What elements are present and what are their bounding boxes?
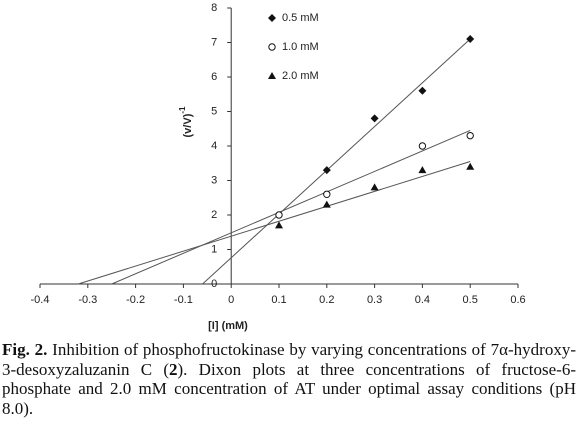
legend-label: 0.5 mM: [282, 12, 319, 24]
data-point: [418, 142, 427, 150]
y-label-main: (v/V): [182, 113, 194, 137]
x-tick-label: -0.4: [31, 294, 50, 306]
x-tick-label: 0.5: [463, 294, 478, 306]
data-point: [418, 166, 427, 174]
data-point: [323, 190, 331, 199]
x-axis-label: [I] (mM): [208, 320, 248, 332]
x-tick-label: 0.1: [271, 294, 286, 306]
caption-label: Fig. 2.: [2, 340, 48, 359]
chart: [I] (mM) (v/V)-1 -0.4 -0.3 -0.2 -0.1 0 0.1 0.2…: [31, 2, 526, 332]
y-axis-label: (v/V)-1: [178, 106, 194, 138]
y-tick-label: 4: [211, 140, 217, 152]
caption-compound: 2: [169, 359, 178, 379]
x-tick-label: 0: [228, 294, 234, 306]
legend-marker: [268, 43, 276, 51]
y-tick-label: 5: [211, 105, 217, 117]
y-tick-label: 7: [211, 36, 217, 48]
x-tick-label: -0.3: [78, 294, 97, 306]
x-tick-label: -0.1: [174, 294, 193, 306]
data-point: [418, 86, 427, 95]
y-label-sup: -1: [178, 106, 187, 114]
caption-text: ). Dixon plots at three concentrations o…: [2, 359, 576, 418]
data-point: [322, 166, 331, 175]
x-tick-label: 0.6: [510, 294, 525, 306]
data-point: [275, 211, 283, 219]
data-point: [322, 200, 331, 208]
x-tick-label: 0.4: [415, 294, 430, 306]
legend-marker: [268, 72, 276, 79]
legend-label: 2.0 mM: [282, 70, 319, 82]
data-point: [466, 162, 475, 170]
data-point: [370, 183, 379, 191]
y-tick-label: 2: [211, 209, 217, 221]
fit-line: [111, 130, 471, 285]
y-tick-label: 8: [211, 2, 217, 14]
x-tick-label: 0.2: [319, 294, 334, 306]
data-point: [275, 221, 283, 229]
y-tick-label: 6: [211, 71, 217, 83]
fit-line: [202, 38, 471, 285]
legend-label: 1.0 mM: [282, 41, 319, 53]
y-tick-label: 0: [211, 278, 217, 290]
y-tick-label: 3: [211, 174, 217, 186]
data-point: [466, 35, 475, 44]
legend-marker: [268, 14, 276, 22]
x-tick-label: 0.3: [367, 294, 382, 306]
y-tick-label: 1: [211, 243, 217, 255]
x-tick-label: -0.2: [126, 294, 145, 306]
data-point: [370, 114, 379, 123]
data-point: [466, 131, 474, 140]
caption: Fig. 2. Inhibition of phosphofructokinas…: [2, 340, 576, 418]
caption-text: Inhibition of phosphofructokinase by var…: [2, 340, 577, 379]
fit-line: [78, 161, 471, 285]
